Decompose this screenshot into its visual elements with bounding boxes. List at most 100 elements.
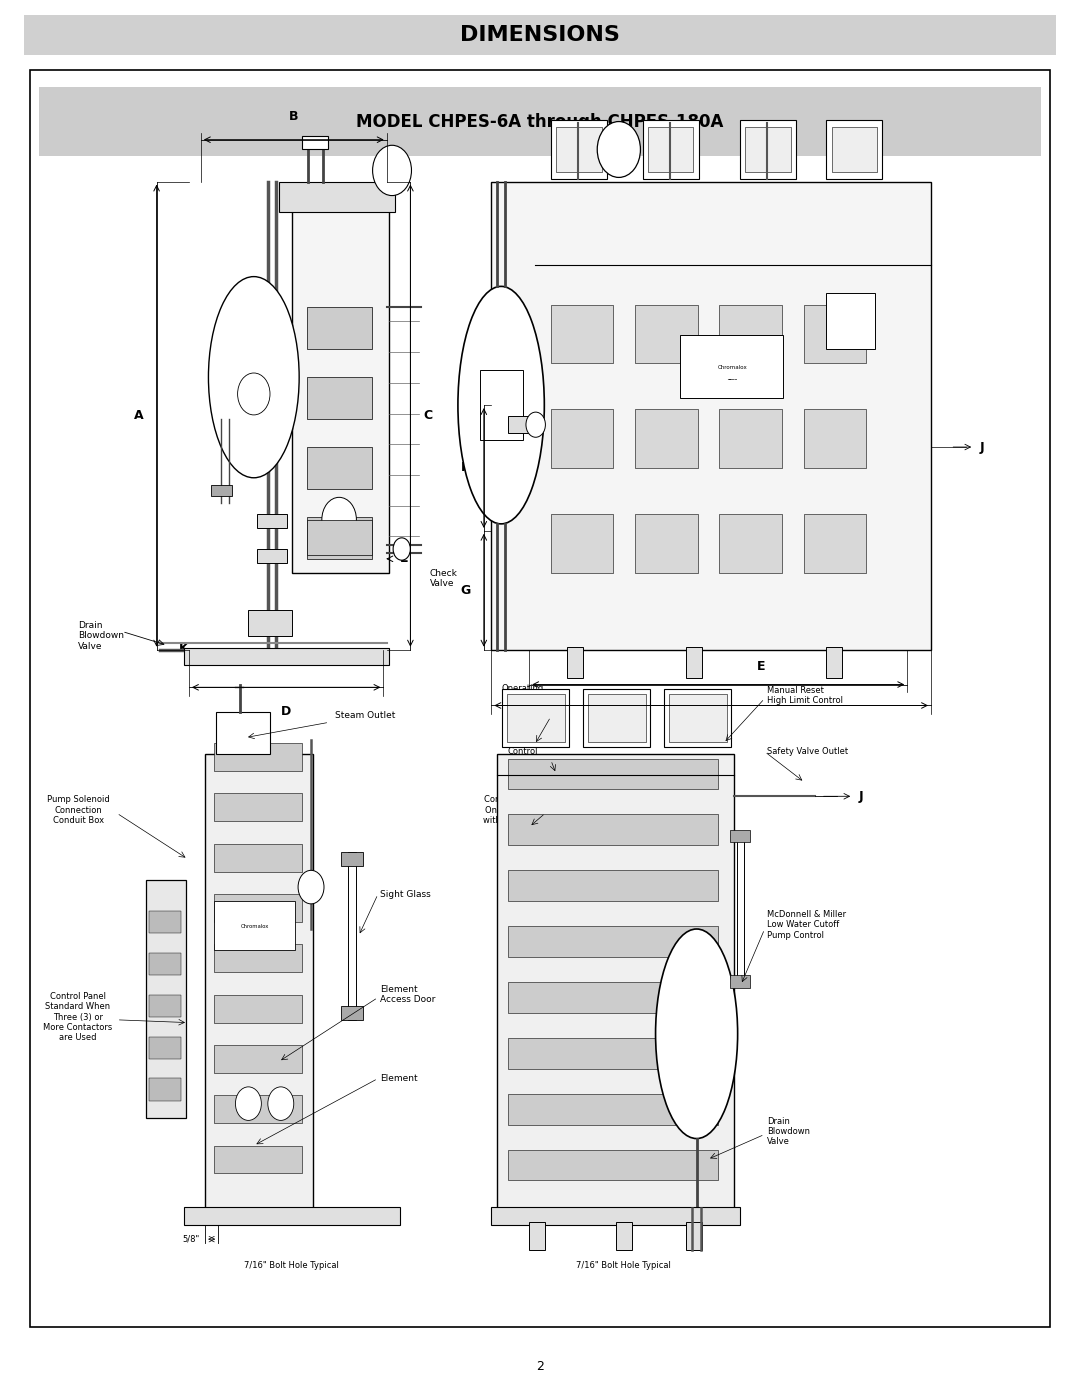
Bar <box>635 514 698 573</box>
Bar <box>551 514 613 573</box>
Circle shape <box>597 122 640 177</box>
Text: Sight Glass: Sight Glass <box>380 890 431 898</box>
Bar <box>508 1038 718 1069</box>
Circle shape <box>526 412 545 437</box>
Bar <box>567 647 583 678</box>
Bar <box>529 1222 545 1250</box>
Ellipse shape <box>656 929 738 1139</box>
Bar <box>302 136 328 149</box>
Bar <box>491 1207 740 1225</box>
Bar <box>307 377 372 419</box>
Bar <box>214 894 302 922</box>
Bar <box>292 210 389 573</box>
Text: C: C <box>423 409 432 422</box>
Bar <box>149 953 181 975</box>
Bar <box>826 120 882 179</box>
Bar <box>497 754 734 1208</box>
Bar <box>635 305 698 363</box>
Bar <box>214 1146 302 1173</box>
Text: J: J <box>980 440 984 454</box>
Bar <box>730 830 750 842</box>
Bar <box>737 831 744 985</box>
Bar <box>205 754 313 1208</box>
Bar <box>480 370 523 440</box>
Text: Operating
Pressure
Controls: Operating Pressure Controls <box>501 683 544 714</box>
Bar <box>804 305 866 363</box>
Bar <box>745 127 791 172</box>
Bar <box>804 409 866 468</box>
Bar <box>307 447 372 489</box>
Bar <box>491 182 931 650</box>
Circle shape <box>373 145 411 196</box>
Bar <box>341 852 363 866</box>
Bar <box>216 712 270 754</box>
Bar <box>214 901 295 950</box>
Text: Pump Solenoid
Connection
Conduit Box: Pump Solenoid Connection Conduit Box <box>48 795 110 826</box>
Bar <box>508 1150 718 1180</box>
Text: Element: Element <box>380 1074 418 1083</box>
Bar <box>257 549 287 563</box>
Text: 7/16" Bolt Hole Typical: 7/16" Bolt Hole Typical <box>244 1261 339 1270</box>
Bar <box>616 1222 632 1250</box>
Text: F: F <box>707 724 715 736</box>
Text: Chromalox: Chromalox <box>717 365 747 370</box>
Text: K: K <box>179 641 189 655</box>
Circle shape <box>238 373 270 415</box>
Bar <box>551 120 607 179</box>
Text: A: A <box>134 409 144 422</box>
Bar <box>39 87 1041 156</box>
Bar <box>669 694 727 742</box>
Bar <box>686 1222 702 1250</box>
Bar <box>508 416 540 433</box>
Ellipse shape <box>208 277 299 478</box>
Text: D: D <box>281 705 292 718</box>
Bar <box>635 409 698 468</box>
Text: 5/8": 5/8" <box>183 1235 200 1243</box>
Bar <box>214 743 302 771</box>
Bar <box>184 648 389 665</box>
Bar <box>643 120 699 179</box>
Circle shape <box>298 870 324 904</box>
Bar <box>149 1078 181 1101</box>
Bar <box>826 293 875 349</box>
Circle shape <box>268 1087 294 1120</box>
Text: McDonnell & Miller
Low Water Cutoff
Pump Control: McDonnell & Miller Low Water Cutoff Pump… <box>767 909 846 940</box>
Bar <box>211 485 232 496</box>
Bar <box>730 975 750 988</box>
Bar <box>588 694 646 742</box>
Text: Control
Circuit Fuse: Control Circuit Fuse <box>498 747 548 767</box>
Bar <box>507 694 565 742</box>
Text: Element
Access Door: Element Access Door <box>380 985 435 1004</box>
Bar <box>508 926 718 957</box>
Text: Drain
Blowdown
Valve: Drain Blowdown Valve <box>767 1116 810 1147</box>
Text: Check
Valve: Check Valve <box>430 569 458 588</box>
Bar <box>307 517 372 559</box>
Text: L: L <box>400 552 407 566</box>
Bar <box>149 995 181 1017</box>
Bar <box>556 127 602 172</box>
Text: Steam Outlet: Steam Outlet <box>335 711 395 719</box>
Text: B: B <box>289 110 298 123</box>
Bar <box>648 127 693 172</box>
Text: Safety Valve Outlet: Safety Valve Outlet <box>767 747 848 756</box>
Bar <box>551 409 613 468</box>
Bar <box>826 647 842 678</box>
Bar <box>24 14 1056 54</box>
Bar <box>502 689 569 747</box>
Circle shape <box>235 1087 261 1120</box>
Bar <box>279 182 395 212</box>
Bar <box>719 409 782 468</box>
Bar <box>508 759 718 789</box>
Text: Chromalox: Chromalox <box>241 923 269 929</box>
Text: Manual Reset
High Limit Control: Manual Reset High Limit Control <box>767 686 842 705</box>
Text: 2: 2 <box>536 1359 544 1373</box>
Text: DIMENSIONS: DIMENSIONS <box>460 25 620 45</box>
Bar <box>214 1095 302 1123</box>
Text: Drain
Blowdown
Valve: Drain Blowdown Valve <box>78 620 124 651</box>
Bar <box>551 305 613 363</box>
Text: E: E <box>757 661 766 673</box>
Ellipse shape <box>458 286 544 524</box>
Bar <box>214 1045 302 1073</box>
Bar <box>686 647 702 678</box>
Text: Control Circuit
On/Off Switch
with Pilot Light: Control Circuit On/Off Switch with Pilot… <box>483 795 545 826</box>
